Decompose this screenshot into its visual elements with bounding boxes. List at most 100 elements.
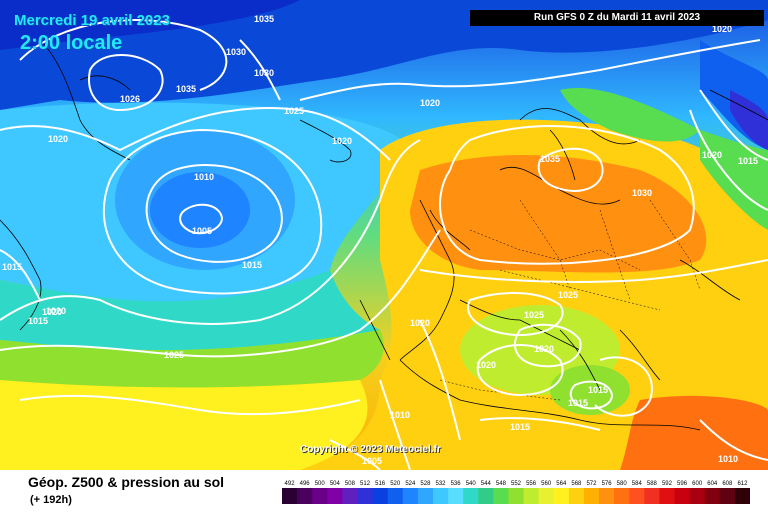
scale-swatch — [372, 488, 389, 504]
scale-swatch — [508, 488, 525, 504]
copyright: Copyright © 2023 Meteociel.fr — [300, 444, 441, 455]
scale-tick-label: 512 — [360, 481, 371, 487]
scale-swatch — [463, 488, 479, 504]
scale-swatch — [614, 488, 630, 504]
isobar-label: 1005 — [362, 456, 382, 466]
isobar-label: 1015 — [568, 398, 588, 408]
isobar-label: 1035 — [254, 14, 274, 24]
scale-tick-label: 520 — [390, 481, 401, 487]
scale-swatch — [493, 488, 509, 504]
isobar-label: 1030 — [632, 188, 652, 198]
band-cyan — [0, 270, 380, 354]
isobar-label: 1010 — [194, 172, 214, 182]
isobar-label: 1015 — [738, 156, 758, 166]
scale-tick-label: 608 — [722, 481, 733, 487]
scale-tick-label: 508 — [345, 481, 356, 487]
scale-swatch — [312, 488, 328, 504]
scale-tick-label: 556 — [526, 481, 537, 487]
isobar-label: 1020 — [702, 150, 722, 160]
scale-swatch — [387, 488, 404, 504]
scale-tick-label: 568 — [571, 481, 582, 487]
isobar-label: 1035 — [540, 154, 560, 164]
scale-swatch — [689, 488, 706, 504]
isobar-label: 1025 — [558, 290, 578, 300]
scale-swatch — [553, 488, 570, 504]
isobar-label: 1020 — [410, 318, 430, 328]
scale-swatch — [342, 488, 358, 504]
band-southeast-orange — [620, 395, 768, 470]
scale-tick-label: 540 — [466, 481, 477, 487]
forecast-map: 1035 1030 1030 1026 1035 1025 1020 1020 … — [0, 0, 768, 470]
scale-swatch — [432, 488, 449, 504]
isobar-label: 1025 — [284, 106, 304, 116]
scale-tick-label: 588 — [647, 481, 658, 487]
scale-swatch — [583, 488, 600, 504]
scale-swatch — [659, 488, 676, 504]
isobar-label: 1020 — [48, 134, 68, 144]
scale-tick-label: 516 — [375, 481, 386, 487]
isobar-label: 1020 — [476, 360, 496, 370]
band-north-dark — [0, 0, 300, 50]
isobar-label: 1015 — [510, 422, 530, 432]
legend-bar: Géop. Z500 & pression au sol (+ 192h) 49… — [0, 470, 768, 512]
scale-tick-label: 560 — [541, 481, 552, 487]
isobar-label: 1020 — [712, 24, 732, 34]
isobar-label: 1035 — [176, 84, 196, 94]
isobar-label: 1020 — [46, 306, 66, 316]
scale-swatch — [704, 488, 721, 504]
isobar-label: 1015 — [2, 262, 22, 272]
scale-swatch — [644, 488, 660, 504]
scale-tick-label: 576 — [602, 481, 613, 487]
scale-tick-label: 548 — [496, 481, 507, 487]
band-europe-orange — [410, 155, 707, 273]
scale-tick-label: 528 — [420, 481, 431, 487]
isobar-label: 1020 — [534, 344, 554, 354]
scale-tick-label: 592 — [662, 481, 673, 487]
scale-tick-label: 600 — [692, 481, 703, 487]
scale-swatch — [417, 488, 434, 504]
isobar-label: 1015 — [28, 316, 48, 326]
scale-swatch — [538, 488, 555, 504]
color-scale: 492 496 500 504 508 512 516 520 524 528 532 536 540 5… — [282, 481, 750, 504]
isobar-label: 1030 — [254, 68, 274, 78]
scale-tick-label: 604 — [707, 481, 718, 487]
scale-tick-label: 532 — [436, 481, 447, 487]
scale-tick-label: 552 — [511, 481, 522, 487]
isobar-label: 1020 — [332, 136, 352, 146]
scale-swatch — [402, 488, 419, 504]
isobar-lines — [0, 19, 768, 470]
scale-swatch — [568, 488, 585, 504]
isobar-label: 1015 — [588, 385, 608, 395]
scale-swatch — [523, 488, 540, 504]
run-info: Run GFS 0 Z du Mardi 11 avril 2023 — [470, 10, 764, 26]
band-green — [0, 330, 384, 388]
forecast-date: Mercredi 19 avril 2023 — [14, 12, 170, 29]
isobar-label: 1025 — [164, 350, 184, 360]
isobar-label: 1015 — [242, 260, 262, 270]
isobar-label: 1020 — [420, 98, 440, 108]
scale-swatch — [734, 488, 750, 504]
isobar-label: 1010 — [718, 454, 738, 464]
coastlines — [0, 39, 768, 431]
isobar-label: 1010 — [390, 410, 410, 420]
isobar-label: 1026 — [120, 94, 140, 104]
isobar-label: 1005 — [192, 226, 212, 236]
scale-swatch — [448, 488, 464, 504]
scale-tick-label: 544 — [481, 481, 492, 487]
scale-swatch — [327, 488, 343, 504]
scale-tick-label: 612 — [737, 481, 748, 487]
isobar-labels: 1035 1030 1030 1026 1035 1025 1020 1020 … — [2, 14, 758, 466]
forecast-range: (+ 192h) — [30, 494, 72, 506]
scale-tick-label: 584 — [632, 481, 643, 487]
scale-swatch — [297, 488, 313, 504]
scale-tick-label: 500 — [315, 481, 326, 487]
isobar-label: 1020 — [42, 307, 62, 317]
product-title: Géop. Z500 & pression au sol — [28, 474, 225, 490]
scale-swatch — [674, 488, 691, 504]
russia-green — [700, 130, 768, 230]
scale-swatch — [282, 488, 298, 504]
scale-tick-label: 524 — [405, 481, 416, 487]
low-center-inner — [150, 172, 250, 248]
scale-swatch — [478, 488, 494, 504]
scale-tick-label: 496 — [300, 481, 311, 487]
